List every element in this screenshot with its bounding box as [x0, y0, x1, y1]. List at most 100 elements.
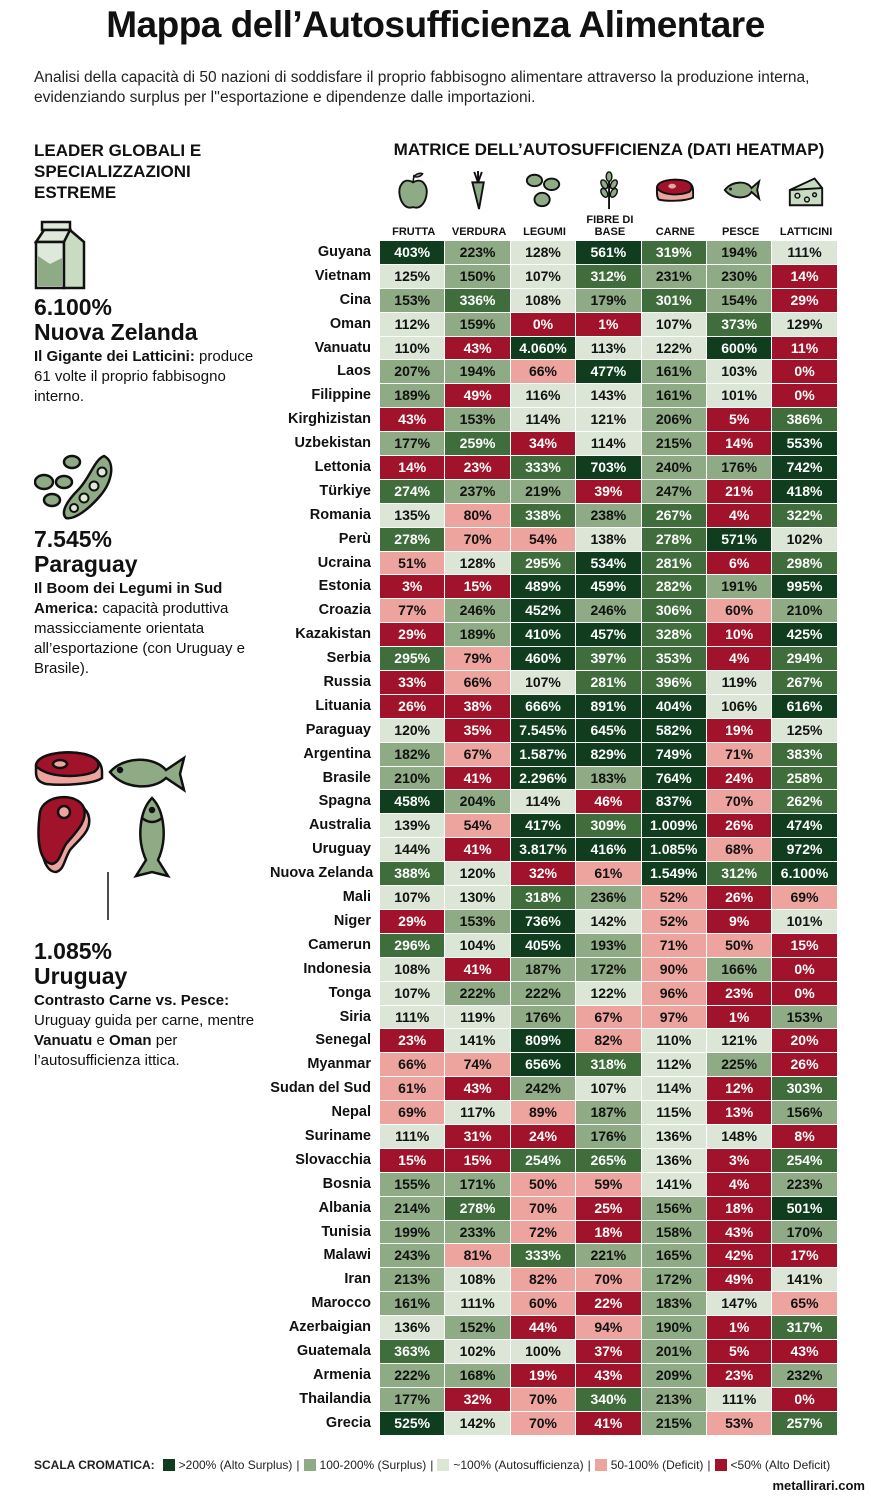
- credit: metallirari.com: [772, 1478, 866, 1493]
- heatmap-cell: 3%: [380, 575, 445, 599]
- heatmap-cell: 891%: [576, 694, 641, 718]
- table-row: Tunisia 199% 233% 72% 18% 158% 43% 170%: [270, 1220, 838, 1245]
- legend-swatch: [162, 1459, 175, 1471]
- heatmap-cell: 254%: [772, 1148, 837, 1172]
- heatmap-cell: 70%: [576, 1268, 641, 1292]
- legend-label: >200% (Alto Surplus): [178, 1458, 293, 1472]
- table-row: Albania 214% 278% 70% 25% 156% 18% 501%: [270, 1196, 838, 1221]
- heatmap-cell: 43%: [576, 1363, 641, 1387]
- heatmap-cell: 114%: [641, 1077, 706, 1101]
- heatmap-cell: 281%: [641, 551, 706, 575]
- heatmap-cell: 29%: [380, 623, 445, 647]
- heatmap-cell: 319%: [641, 241, 706, 264]
- heatmap-cell: 114%: [510, 408, 576, 432]
- legend-swatch: [594, 1459, 607, 1471]
- heatmap-cell: 457%: [576, 623, 641, 647]
- heatmap-cell: 534%: [576, 551, 641, 575]
- heatmap-cell: 736%: [510, 909, 576, 933]
- heatmap-cell: 108%: [445, 1268, 510, 1292]
- table-row: Perù 278% 70% 54% 138% 278% 571% 102%: [270, 527, 838, 552]
- heatmap-cell: 645%: [576, 718, 641, 742]
- heatmap-cell: 9%: [706, 909, 772, 933]
- heatmap-cell: 21%: [706, 479, 772, 503]
- table-row: Argentina 182% 67% 1.587% 829% 749% 71% 383%: [270, 742, 838, 767]
- heatmap-cell: 215%: [641, 1411, 706, 1435]
- heatmap-cell: 59%: [576, 1172, 641, 1196]
- heatmap-cell: 90%: [641, 957, 706, 981]
- highlight-country-vanuatu: Vanuatu: [34, 1032, 93, 1049]
- heatmap-cell: 237%: [445, 479, 510, 503]
- heatmap-cell: 225%: [706, 1053, 772, 1077]
- heatmap-cell: 191%: [706, 575, 772, 599]
- heatmap-cell: 0%: [772, 360, 837, 384]
- row-label: Romania: [309, 506, 371, 523]
- heatmap-cell: 278%: [445, 1196, 510, 1220]
- heatmap-cell: 100%: [510, 1339, 576, 1363]
- legend-separator: |: [707, 1458, 711, 1472]
- column-label: PESCE: [722, 226, 760, 238]
- heatmap-cell: 1.009%: [641, 814, 706, 838]
- highlight-text: capacità produttiva massicciamente orien…: [34, 600, 245, 677]
- heatmap-cell: 182%: [380, 742, 445, 766]
- table-row: Spagna 458% 204% 114% 46% 837% 70% 262%: [270, 790, 838, 814]
- heatmap-cell: 115%: [641, 1101, 706, 1124]
- heatmap-cell: 1.549%: [641, 862, 706, 886]
- heatmap-cell: 410%: [510, 623, 576, 647]
- heatmap-cell: 242%: [510, 1077, 576, 1101]
- heatmap-cell: 247%: [641, 479, 706, 503]
- heatmap-cell: 183%: [641, 1292, 706, 1316]
- legend-separator: |: [296, 1458, 300, 1472]
- heatmap-cell: 176%: [576, 1124, 641, 1148]
- row-label: Uruguay: [312, 841, 371, 858]
- heatmap-cell: 18%: [706, 1196, 772, 1220]
- heatmap-cell: 295%: [510, 551, 576, 575]
- heatmap-cell: 19%: [706, 718, 772, 742]
- legend-swatch: [437, 1459, 450, 1471]
- heatmap-cell: 179%: [576, 288, 641, 312]
- highlight-text: per l’autosufficienza ittica.: [34, 1032, 180, 1069]
- heatmap-cell: 26%: [772, 1053, 837, 1077]
- heatmap-cell: 210%: [772, 599, 837, 623]
- heatmap-cell: 322%: [772, 503, 837, 527]
- column-label: FRUTTA: [392, 226, 436, 238]
- heatmap-cell: 199%: [380, 1220, 445, 1244]
- heatmap-cell: 153%: [445, 408, 510, 432]
- heatmap-cell: 71%: [706, 742, 772, 766]
- heatmap-cell: 213%: [380, 1268, 445, 1292]
- heatmap-cell: 34%: [510, 432, 576, 456]
- heatmap-cell: 417%: [510, 814, 576, 838]
- heatmap-cell: 257%: [772, 1411, 837, 1435]
- heatmap-cell: 236%: [576, 886, 641, 909]
- heatmap-cell: 296%: [380, 933, 445, 957]
- table-row: Uruguay 144% 41% 3.817% 416% 1.085% 68% 972%: [270, 838, 838, 862]
- heatmap-cell: 77%: [380, 599, 445, 623]
- row-label: Kirghizistan: [288, 411, 371, 428]
- heatmap-cell: 0%: [772, 1387, 837, 1411]
- row-label: Filippine: [311, 387, 371, 404]
- heatmap-cell: 125%: [772, 718, 837, 742]
- row-label: Paraguay: [305, 721, 371, 738]
- row-label: Spagna: [318, 793, 371, 810]
- heatmap-cell: 152%: [445, 1316, 510, 1339]
- heatmap-cell: 122%: [641, 336, 706, 360]
- heatmap-cell: 106%: [706, 694, 772, 718]
- heatmap-cell: 267%: [772, 671, 837, 694]
- heatmap-cell: 129%: [772, 312, 837, 336]
- heatmap-cell: 49%: [706, 1268, 772, 1292]
- heatmap-cell: 600%: [706, 336, 772, 360]
- heatmap-cell: 18%: [576, 1220, 641, 1244]
- row-label: Mali: [342, 889, 371, 906]
- heatmap-cell: 15%: [445, 1148, 510, 1172]
- heatmap-cell: 165%: [641, 1244, 706, 1268]
- row-label: Thailandia: [299, 1390, 371, 1407]
- table-row: Slovacchia 15% 15% 254% 265% 136% 3% 254%: [270, 1148, 838, 1173]
- heatmap-grid: Guyana 403% 223% 128% 561% 319% 194% 111% Vietna…: [270, 241, 838, 1436]
- heatmap-cell: 386%: [772, 408, 837, 432]
- heatmap-cell: 15%: [445, 575, 510, 599]
- heatmap-cell: 102%: [772, 527, 837, 551]
- heatmap-cell: 298%: [772, 551, 837, 575]
- heatmap-cell: 223%: [445, 241, 510, 264]
- heatmap-cell: 107%: [380, 981, 445, 1005]
- heatmap-cell: 2.296%: [510, 766, 576, 790]
- heatmap-cell: 43%: [706, 1220, 772, 1244]
